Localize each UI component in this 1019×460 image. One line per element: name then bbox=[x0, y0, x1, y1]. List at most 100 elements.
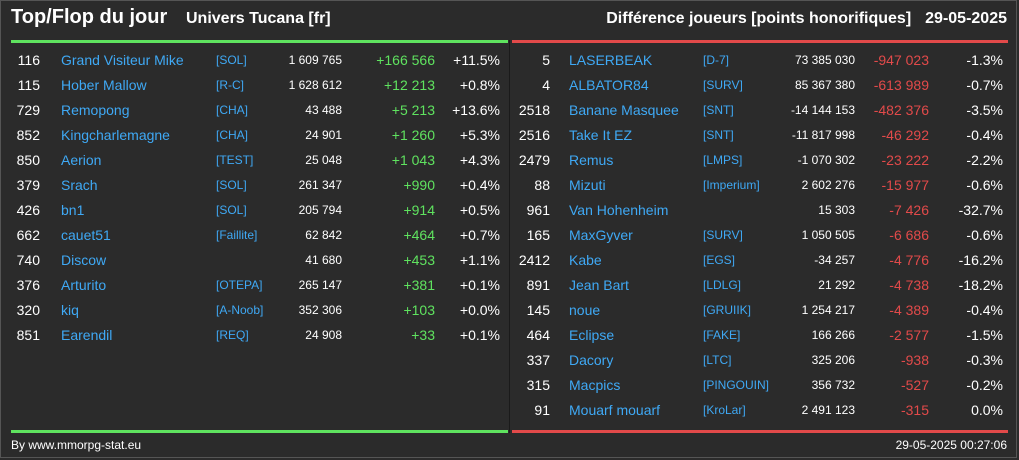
alliance-tag-link[interactable]: [LMPS] bbox=[703, 153, 743, 167]
top-section-bar bbox=[11, 40, 508, 43]
player-rank: 165 bbox=[526, 227, 550, 243]
alliance-tag-link[interactable]: [GRUIIK] bbox=[703, 303, 752, 317]
alliance-tag-link[interactable]: [FAKE] bbox=[703, 328, 741, 342]
player-name-link[interactable]: Remopong bbox=[61, 102, 130, 118]
alliance-tag-link[interactable]: [OTEPA] bbox=[216, 278, 263, 292]
player-name-link[interactable]: Grand Visiteur Mike bbox=[61, 52, 184, 68]
player-name-link[interactable]: noue bbox=[569, 302, 601, 318]
player-name-link[interactable]: cauet51 bbox=[61, 227, 111, 243]
alliance-tag-link[interactable]: [SOL] bbox=[216, 53, 247, 67]
player-points: 21 292 bbox=[818, 278, 855, 292]
flop-section-bar bbox=[512, 40, 1008, 43]
list-item: 850 Aerion [TEST] 25 048 +1 043 +4.3% bbox=[0, 148, 509, 173]
player-points: 1 609 765 bbox=[288, 53, 342, 67]
player-rank: 850 bbox=[16, 152, 40, 168]
percent-change: +0.5% bbox=[459, 202, 500, 218]
alliance-tag-link[interactable]: [CHA] bbox=[216, 103, 249, 117]
alliance-tag-link[interactable]: [SNT] bbox=[703, 103, 734, 117]
list-item: 115 Hober Mallow [R-C] 1 628 612 +12 213 +0.8… bbox=[0, 73, 509, 98]
percent-change: +0.0% bbox=[459, 302, 500, 318]
points-difference: -527 bbox=[900, 377, 929, 393]
player-name-link[interactable]: Arturito bbox=[61, 277, 107, 293]
alliance-tag-link[interactable]: [Faillite] bbox=[216, 228, 258, 242]
player-name-link[interactable]: bn1 bbox=[61, 202, 85, 218]
alliance-tag-link[interactable]: [SNT] bbox=[703, 128, 734, 142]
player-points: 85 367 380 bbox=[794, 78, 855, 92]
list-item: 426 bn1 [SOL] 205 794 +914 +0.5% bbox=[0, 198, 509, 223]
site-credit: By www.mmorpg-stat.eu bbox=[11, 438, 142, 452]
alliance-tag-link[interactable]: [EGS] bbox=[703, 253, 736, 267]
player-name-link[interactable]: Remus bbox=[569, 152, 614, 168]
player-rank: 115 bbox=[17, 77, 40, 93]
alliance-tag-link[interactable]: [CHA] bbox=[216, 128, 249, 142]
player-rank: 315 bbox=[526, 377, 550, 393]
alliance-tag-link[interactable]: [KroLar] bbox=[703, 403, 746, 417]
player-name-link[interactable]: MaxGyver bbox=[569, 227, 633, 243]
player-points: -34 257 bbox=[814, 253, 855, 267]
points-difference: -4 738 bbox=[889, 277, 929, 293]
player-points: 166 266 bbox=[811, 328, 855, 342]
percent-change: -1.5% bbox=[966, 327, 1003, 343]
points-difference: -4 776 bbox=[889, 252, 929, 268]
player-name-link[interactable]: Banane Masquee bbox=[569, 102, 679, 118]
alliance-tag-link[interactable]: [Imperium] bbox=[703, 178, 760, 192]
points-difference: +914 bbox=[403, 202, 435, 218]
player-name-link[interactable]: Van Hohenheim bbox=[569, 202, 669, 218]
alliance-tag-link[interactable]: [SURV] bbox=[703, 78, 743, 92]
player-name-link[interactable]: Srach bbox=[61, 177, 98, 193]
player-rank: 852 bbox=[16, 127, 40, 143]
player-points: 205 794 bbox=[298, 203, 342, 217]
player-rank: 88 bbox=[534, 177, 550, 193]
player-name-link[interactable]: kiq bbox=[61, 302, 79, 318]
player-name-link[interactable]: Jean Bart bbox=[569, 277, 629, 293]
list-item: 2516 Take It EZ [SNT] -11 817 998 -46 292 -0.… bbox=[510, 123, 1019, 148]
player-name-link[interactable]: Mizuti bbox=[569, 177, 606, 193]
player-name-link[interactable]: Earendil bbox=[61, 327, 113, 343]
player-rank: 376 bbox=[16, 277, 40, 293]
alliance-tag-link[interactable]: [SOL] bbox=[216, 203, 247, 217]
player-points: 1 254 217 bbox=[801, 303, 855, 317]
points-difference: -938 bbox=[900, 352, 929, 368]
player-name-link[interactable]: LASERBEAK bbox=[569, 52, 653, 68]
player-name-link[interactable]: Kabe bbox=[569, 252, 602, 268]
player-points: 356 732 bbox=[811, 378, 855, 392]
player-rank: 2516 bbox=[518, 127, 550, 143]
alliance-tag-link[interactable]: [LDLG] bbox=[703, 278, 742, 292]
alliance-tag-link[interactable]: [SURV] bbox=[703, 228, 743, 242]
alliance-tag-link[interactable]: [PINGOUIN] bbox=[703, 378, 770, 392]
player-name-link[interactable]: Hober Mallow bbox=[61, 77, 147, 93]
alliance-tag-link[interactable]: [LTC] bbox=[703, 353, 732, 367]
alliance-tag-link[interactable]: [REQ] bbox=[216, 328, 249, 342]
player-name-link[interactable]: Dacory bbox=[569, 352, 614, 368]
alliance-tag-link[interactable]: [A-Noob] bbox=[216, 303, 264, 317]
metric-label: Différence joueurs [points honorifiques] bbox=[606, 10, 912, 27]
player-name-link[interactable]: Eclipse bbox=[569, 327, 615, 343]
player-name-link[interactable]: ALBATOR84 bbox=[569, 77, 649, 93]
player-rank: 662 bbox=[16, 227, 40, 243]
points-difference: -2 577 bbox=[889, 327, 929, 343]
player-name-link[interactable]: Discow bbox=[61, 252, 107, 268]
points-difference: +1 260 bbox=[391, 127, 435, 143]
percent-change: -0.6% bbox=[966, 227, 1003, 243]
alliance-tag-link[interactable]: [R-C] bbox=[216, 78, 244, 92]
player-name-link[interactable]: Aerion bbox=[61, 152, 102, 168]
alliance-tag-link[interactable]: [TEST] bbox=[216, 153, 254, 167]
player-name-link[interactable]: Macpics bbox=[569, 377, 621, 393]
player-rank: 851 bbox=[16, 327, 40, 343]
player-name-link[interactable]: Take It EZ bbox=[569, 127, 633, 143]
points-difference: +453 bbox=[403, 252, 435, 268]
points-difference: -315 bbox=[900, 402, 929, 418]
points-difference: -23 222 bbox=[881, 152, 929, 168]
points-difference: -15 977 bbox=[881, 177, 929, 193]
percent-change: -18.2% bbox=[958, 277, 1003, 293]
player-name-link[interactable]: Kingcharlemagne bbox=[61, 127, 170, 143]
points-difference: -46 292 bbox=[881, 127, 929, 143]
points-difference: +464 bbox=[403, 227, 435, 243]
alliance-tag-link[interactable]: [D-7] bbox=[703, 53, 730, 67]
alliance-tag-link[interactable]: [SOL] bbox=[216, 178, 247, 192]
player-name-link[interactable]: Mouarf mouarf bbox=[569, 402, 661, 418]
percent-change: +0.1% bbox=[459, 277, 500, 293]
percent-change: +11.5% bbox=[453, 52, 500, 68]
percent-change: +13.6% bbox=[452, 102, 500, 118]
